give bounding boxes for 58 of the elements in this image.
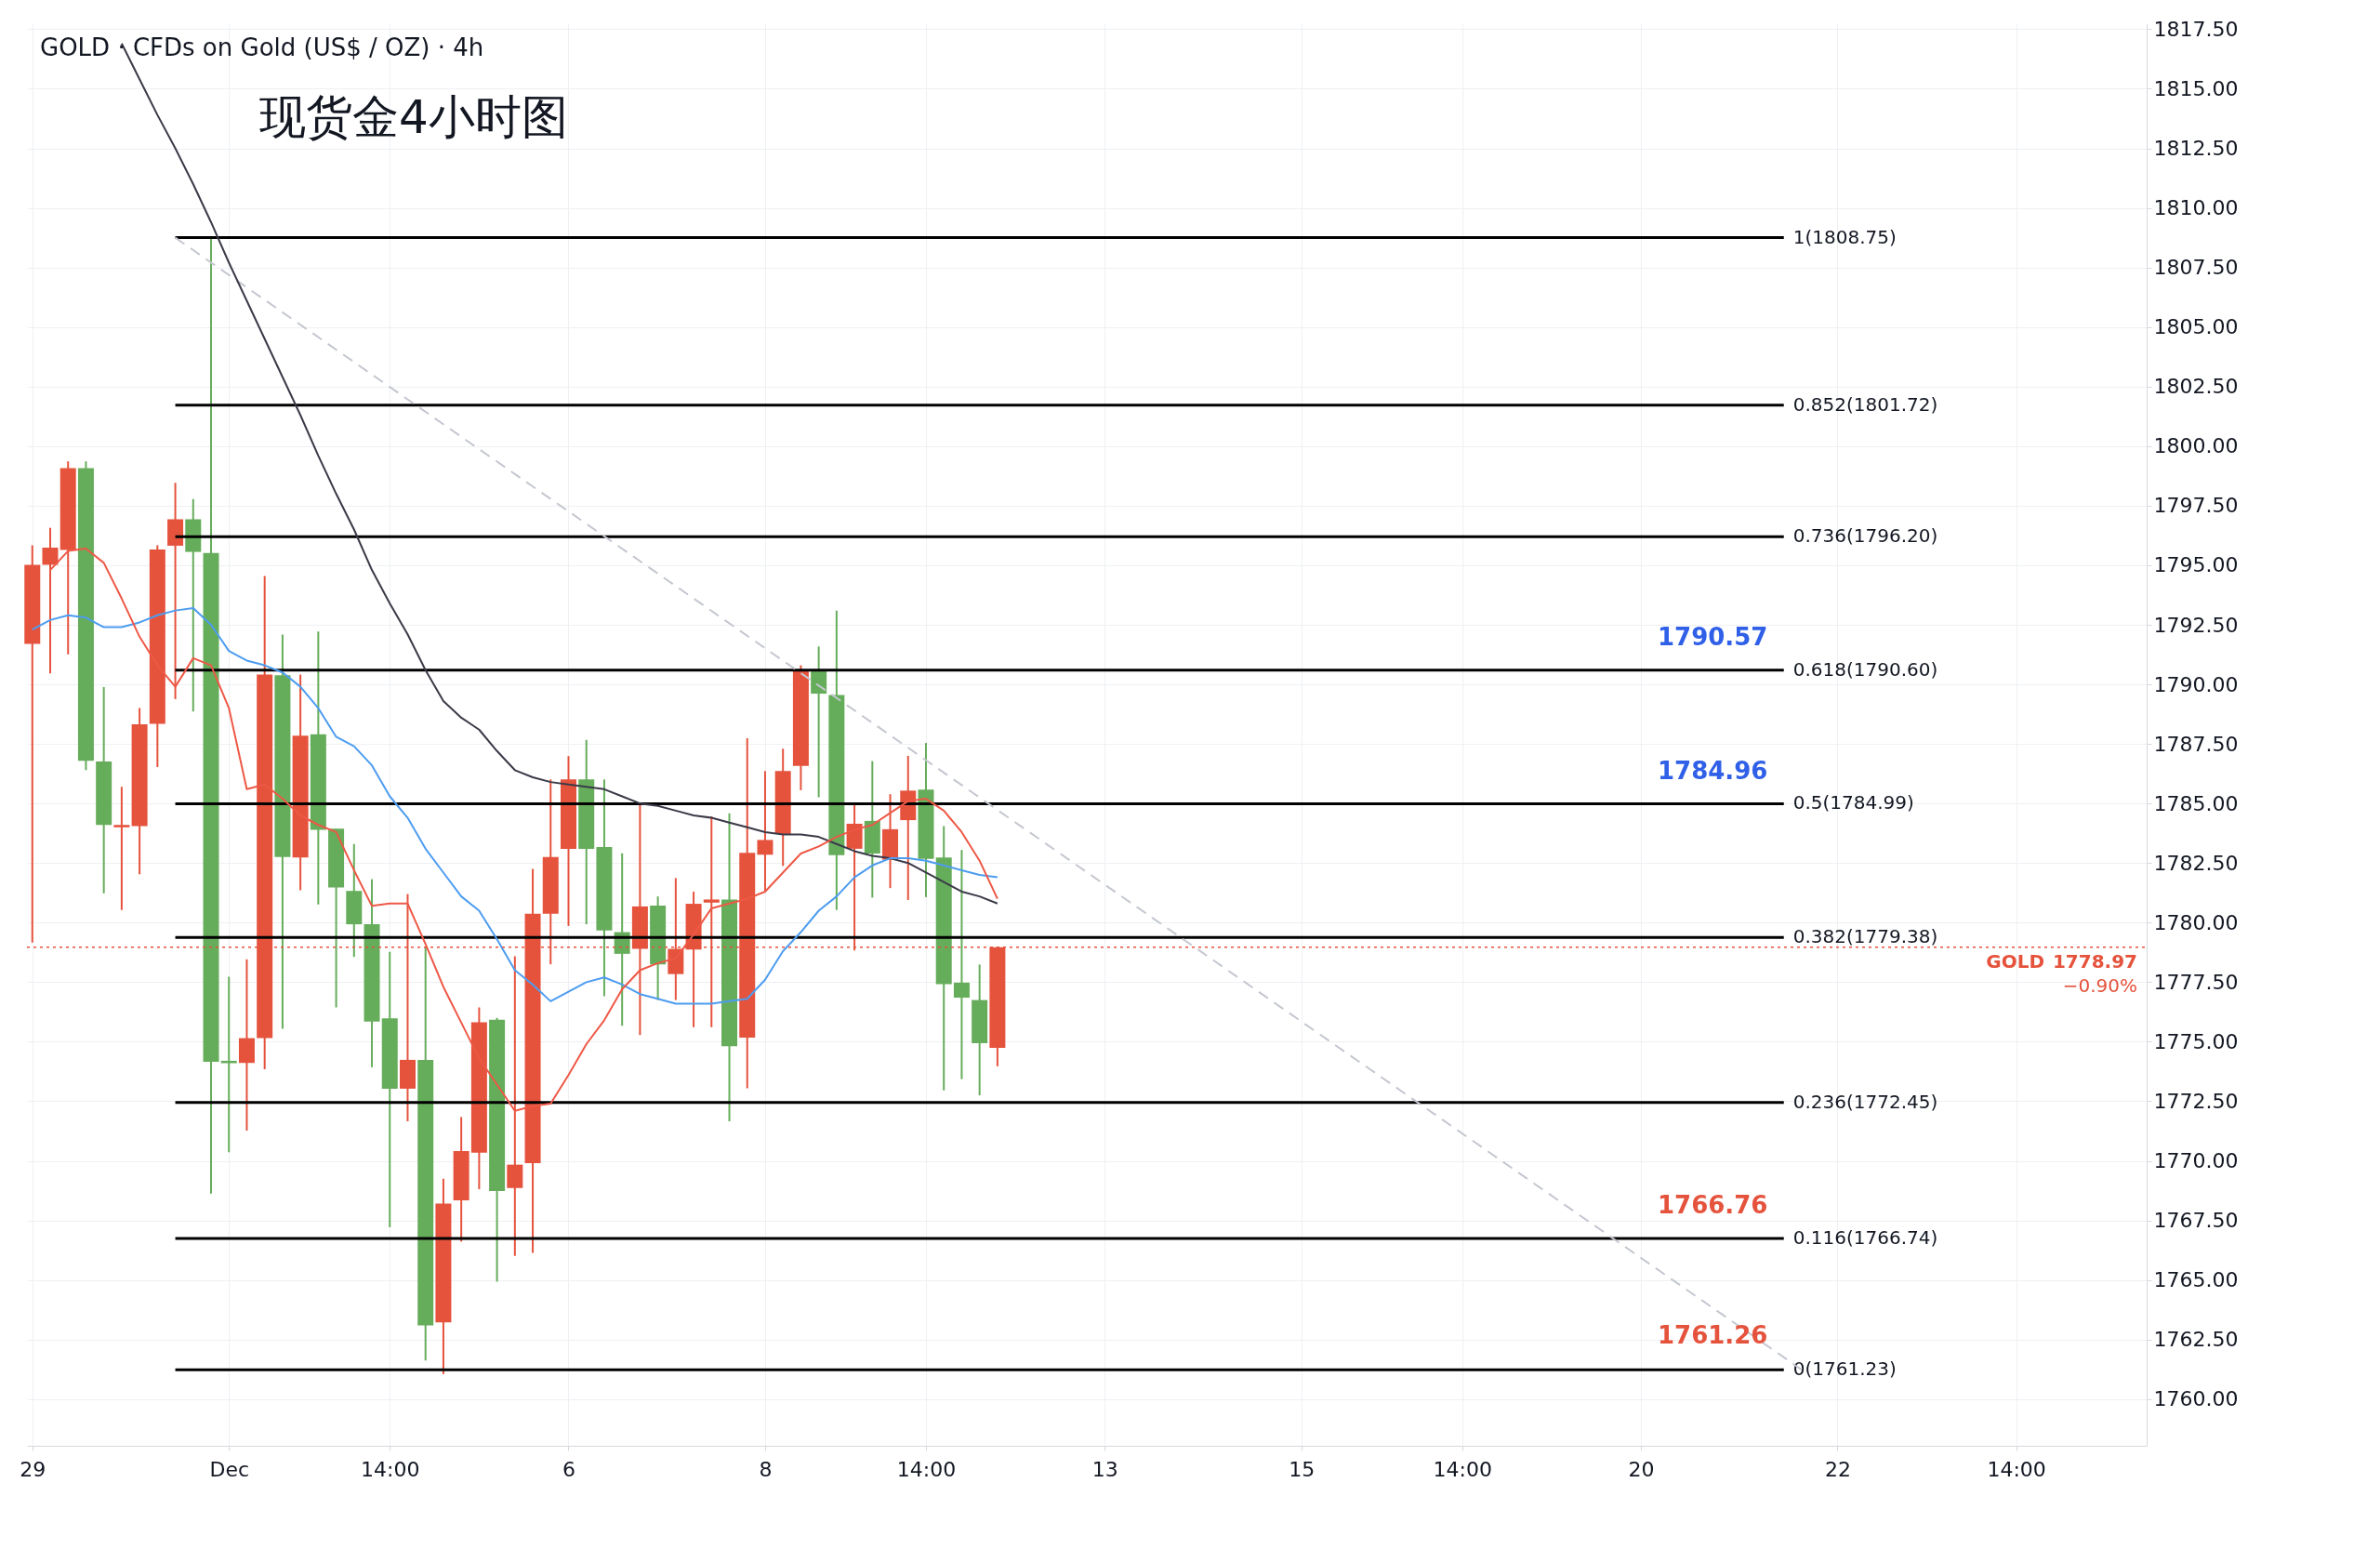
x-tick-label: 14:00 xyxy=(1433,1457,1492,1481)
y-tick-label: 1812.50 xyxy=(2153,137,2239,161)
series-label: 0.5(1784.99) xyxy=(1792,791,1914,814)
x-tick-label: 6 xyxy=(562,1457,575,1481)
x-tick-label: 29 xyxy=(20,1457,46,1481)
ref-line-label: GOLD xyxy=(1986,949,2044,973)
y-tick-label: 1762.50 xyxy=(2153,1328,2239,1352)
x-tick-label: 20 xyxy=(1628,1457,1655,1481)
annotation: 1761.26 xyxy=(1657,1321,1768,1350)
y-tick-label: 1817.50 xyxy=(2153,17,2239,41)
candlestick xyxy=(757,770,774,892)
series-label: 0.116(1766.74) xyxy=(1792,1226,1938,1250)
y-tick-label: 1787.50 xyxy=(2153,732,2239,756)
y-tick-label: 1805.00 xyxy=(2153,315,2239,339)
series-label: 0.236(1772.45) xyxy=(1792,1090,1938,1113)
y-tick-label: 1802.50 xyxy=(2153,375,2239,399)
x-tick-label: 14:00 xyxy=(1987,1457,2046,1481)
y-tick-label: 1797.50 xyxy=(2153,494,2239,518)
series-label: 0.852(1801.72) xyxy=(1792,392,1938,416)
line-series xyxy=(31,607,998,1005)
x-tick-label: 14:00 xyxy=(896,1457,957,1481)
y-tick-label: 1777.50 xyxy=(2153,970,2239,994)
x-tick-label: 22 xyxy=(1824,1457,1851,1481)
y-tick-label: 1782.50 xyxy=(2153,851,2239,875)
y-tick-label: 1792.50 xyxy=(2153,613,2239,637)
annotation: 1784.96 xyxy=(1657,757,1768,786)
y-tick-label: 1767.50 xyxy=(2153,1209,2239,1233)
annotation: −0.90% xyxy=(2062,973,2137,997)
y-tick-label: 1765.00 xyxy=(2153,1268,2239,1292)
y-tick-label: 1760.00 xyxy=(2153,1387,2239,1411)
y-tick-label: 1800.00 xyxy=(2153,434,2239,458)
annotation: 1790.57 xyxy=(1657,623,1768,652)
chart-title: GOLD · CFDs on Gold (US$ / OZ) · 4h xyxy=(40,33,484,61)
annotation: 1778.97 xyxy=(2052,949,2137,973)
candlestick xyxy=(953,849,970,1080)
y-tick-label: 1810.00 xyxy=(2153,196,2239,220)
series-label: 0(1761.23) xyxy=(1792,1357,1897,1381)
y-tick-label: 1775.00 xyxy=(2153,1029,2239,1053)
annotation: 1766.76 xyxy=(1657,1190,1768,1219)
x-tick-label: Dec xyxy=(209,1457,250,1481)
series-label: 0.618(1790.60) xyxy=(1792,657,1938,681)
y-tick-label: 1770.00 xyxy=(2153,1149,2239,1173)
y-tick-label: 1807.50 xyxy=(2153,256,2239,280)
y-tick-label: 1815.00 xyxy=(2153,76,2239,100)
x-tick-label: 13 xyxy=(1091,1457,1118,1481)
x-tick-label: 14:00 xyxy=(361,1457,420,1481)
y-tick-label: 1795.00 xyxy=(2153,553,2239,577)
series-label: 0.736(1796.20) xyxy=(1792,524,1938,548)
x-tick-label: 8 xyxy=(759,1457,773,1481)
text: 现货金4小时图 xyxy=(259,90,568,144)
x-tick-label: 15 xyxy=(1289,1457,1316,1481)
y-tick-label: 1772.50 xyxy=(2153,1089,2239,1113)
y-tick-label: 1790.00 xyxy=(2153,672,2239,696)
series-label: 0.382(1779.38) xyxy=(1792,925,1938,948)
candlestick xyxy=(113,786,130,911)
series-label: 1(1808.75) xyxy=(1792,225,1897,248)
y-tick-label: 1780.00 xyxy=(2153,910,2239,934)
y-tick-label: 1785.00 xyxy=(2153,791,2239,815)
